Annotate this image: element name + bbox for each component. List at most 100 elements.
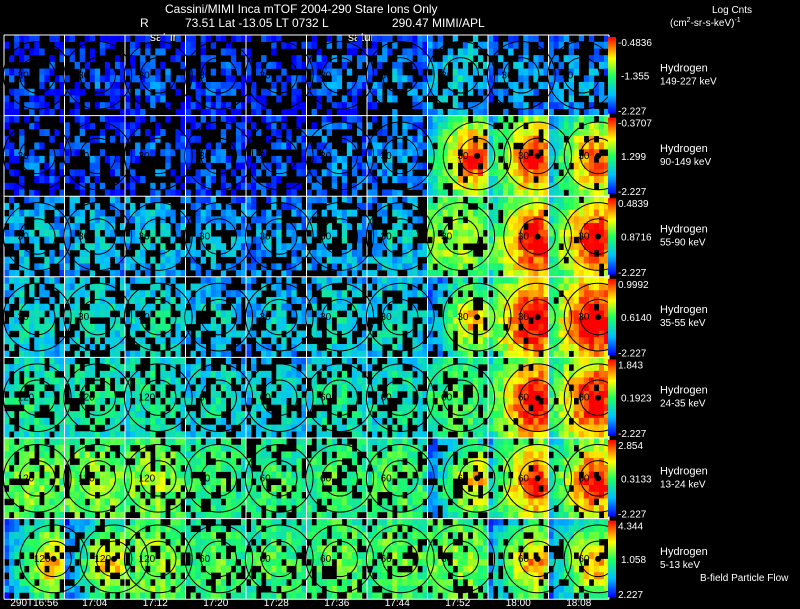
heatmap-pixel (523, 169, 529, 177)
heatmap-pixel (452, 102, 459, 110)
heatmap-pixel (296, 75, 302, 83)
heatmap-pixel (573, 364, 580, 372)
heatmap-pixel (548, 330, 554, 338)
heatmap-pixel (548, 249, 554, 257)
heatmap-pixel (79, 485, 85, 493)
heatmap-pixel (54, 478, 60, 486)
heatmap-pixel (44, 464, 50, 472)
heatmap-pixel (74, 149, 80, 157)
heatmap-pixel (251, 169, 257, 177)
heatmap-pixel (498, 129, 504, 137)
heatmap-pixel (341, 390, 348, 398)
heatmap-pixel (382, 323, 388, 331)
heatmap-pixel (246, 95, 252, 103)
heatmap-pixel (301, 296, 307, 304)
heatmap-pixel (548, 162, 554, 170)
heatmap-pixel (235, 68, 242, 76)
heatmap-pixel (205, 223, 212, 231)
heatmap-pixel (99, 444, 106, 452)
heatmap-pixel (493, 377, 499, 385)
heatmap-pixel (432, 108, 438, 116)
heatmap-pixel (457, 303, 464, 311)
heatmap-pixel (200, 384, 206, 392)
heatmap-pixel (372, 424, 378, 432)
heatmap-pixel (558, 323, 564, 331)
heatmap-pixel (558, 75, 564, 83)
heatmap-pixel (578, 256, 585, 264)
heatmap-pixel (266, 162, 272, 170)
heatmap-pixel (69, 498, 75, 506)
heatmap-pixel (397, 404, 403, 412)
heatmap-pixel (266, 169, 272, 177)
heatmap-pixel (392, 61, 398, 69)
heatmap-pixel (301, 384, 307, 392)
heatmap-pixel (447, 364, 454, 372)
heatmap-pixel (74, 370, 80, 378)
heatmap-pixel (29, 323, 35, 331)
heatmap-pixel (346, 310, 353, 318)
heatmap-pixel (568, 41, 575, 49)
heatmap-pixel (210, 155, 217, 163)
heatmap-pixel (553, 270, 559, 278)
heatmap-pixel (392, 209, 398, 217)
heatmap-pixel (220, 417, 227, 425)
heatmap-pixel (598, 223, 605, 231)
heatmap-pixel (49, 350, 55, 358)
heatmap-pixel (59, 149, 65, 157)
heatmap-pixel (417, 243, 423, 251)
heatmap-pixel (407, 75, 413, 83)
heatmap-pixel (240, 35, 247, 43)
heatmap-pixel (109, 249, 116, 257)
heatmap-pixel (583, 196, 590, 204)
heatmap-pixel (583, 303, 590, 311)
heatmap-pixel (598, 337, 605, 345)
heatmap-pixel (377, 82, 383, 90)
heatmap-pixel (326, 162, 333, 170)
heatmap-pixel (437, 243, 443, 251)
heatmap-pixel (372, 102, 378, 110)
heatmap-pixel (311, 263, 317, 271)
heatmap-pixel (498, 236, 504, 244)
heatmap-pixel (125, 424, 131, 432)
heatmap-pixel (49, 55, 55, 63)
heatmap-pixel (583, 115, 590, 123)
heatmap-pixel (372, 404, 378, 412)
heatmap-pixel (24, 357, 30, 365)
heatmap-pixel (341, 323, 348, 331)
heatmap-pixel (568, 142, 575, 150)
heatmap-pixel (356, 411, 363, 419)
heatmap-pixel (155, 323, 161, 331)
heatmap-pixel (195, 169, 201, 177)
heatmap-pixel (9, 390, 15, 398)
heatmap-pixel (513, 216, 519, 224)
heatmap-pixel (477, 142, 484, 150)
heatmap-pixel (195, 88, 201, 96)
heatmap-pixel (447, 390, 454, 398)
heatmap-pixel (251, 390, 257, 398)
heatmap-pixel (603, 424, 610, 432)
heatmap-pixel (4, 270, 10, 278)
heatmap-pixel (114, 162, 121, 170)
heatmap-pixel (296, 343, 302, 351)
heatmap-pixel (397, 417, 403, 425)
heatmap-pixel (84, 511, 91, 519)
heatmap-pixel (14, 108, 20, 116)
heatmap-pixel (135, 223, 141, 231)
heatmap-pixel (361, 55, 368, 63)
heatmap-pixel (397, 135, 403, 143)
heatmap-pixel (518, 256, 524, 264)
heatmap-pixel (583, 229, 590, 237)
heatmap-pixel (210, 397, 217, 405)
heatmap-pixel (578, 189, 585, 197)
heatmap-pixel (79, 249, 85, 257)
heatmap-pixel (538, 323, 544, 331)
heatmap-pixel (14, 243, 20, 251)
heatmap-pixel (54, 431, 60, 439)
heatmap-pixel (392, 270, 398, 278)
heatmap-pixel (477, 323, 484, 331)
heatmap-pixel (150, 283, 156, 291)
heatmap-pixel (548, 424, 554, 432)
heatmap-pixel (498, 243, 504, 251)
heatmap-pixel (145, 417, 151, 425)
heatmap-pixel (44, 68, 50, 76)
